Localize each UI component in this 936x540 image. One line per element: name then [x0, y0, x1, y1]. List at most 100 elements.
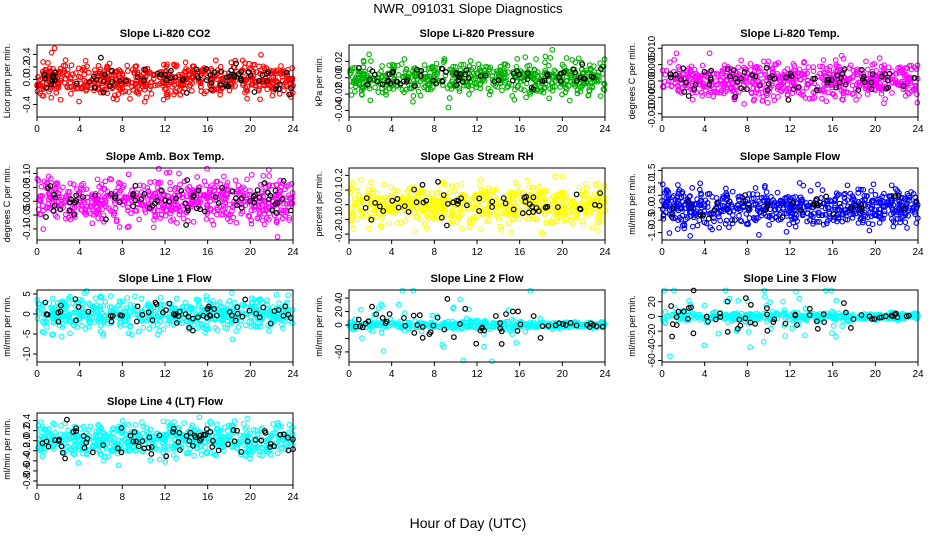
data-point — [124, 62, 131, 69]
data-point — [188, 74, 195, 81]
data-point — [562, 89, 569, 96]
data-point — [864, 66, 871, 73]
y-tick-label: 5 — [22, 291, 33, 297]
data-point — [244, 176, 250, 183]
data-point — [747, 60, 754, 67]
data-point — [586, 62, 593, 68]
data-point — [358, 87, 365, 94]
data-point — [131, 70, 138, 76]
data-point-highlight — [203, 66, 210, 72]
data-point — [111, 92, 118, 99]
data-point-highlight — [369, 68, 376, 75]
data-point — [446, 95, 453, 101]
data-point-highlight — [93, 76, 100, 83]
data-point — [214, 86, 220, 93]
data-point — [102, 178, 109, 185]
y-axis-label: Licor ppm per min. — [2, 44, 12, 119]
data-point — [687, 233, 694, 239]
data-point — [450, 81, 457, 88]
data-point — [673, 50, 680, 57]
y-tick-label: 0.2 — [334, 168, 345, 182]
data-point — [167, 179, 174, 186]
data-point — [180, 215, 187, 222]
data-point-highlight — [41, 71, 48, 78]
data-point-highlight — [509, 77, 516, 84]
data-point — [537, 88, 544, 95]
data-point-highlight — [195, 74, 202, 81]
data-point — [594, 78, 601, 85]
data-point-highlight — [579, 61, 586, 68]
data-point — [232, 83, 238, 89]
data-point — [89, 220, 96, 227]
data-point — [433, 60, 440, 67]
data-point — [506, 81, 512, 87]
data-point — [512, 86, 518, 93]
data-point — [576, 184, 583, 191]
data-point — [866, 227, 873, 234]
x-tick-label: 20 — [870, 124, 882, 135]
data-point — [243, 87, 250, 94]
data-point-highlight — [50, 74, 57, 81]
data-point-highlight — [524, 76, 531, 82]
data-point — [477, 82, 483, 88]
y-tick-label: 0.0 — [334, 197, 345, 211]
data-point — [359, 335, 365, 341]
data-point — [92, 295, 99, 301]
data-point — [666, 230, 673, 236]
data-point-highlight — [224, 74, 230, 81]
data-point — [456, 88, 463, 95]
data-point — [134, 84, 141, 90]
data-point — [350, 225, 357, 232]
data-point — [760, 58, 767, 65]
data-point — [72, 70, 79, 76]
data-point — [258, 51, 264, 58]
data-point — [546, 95, 553, 102]
data-point — [463, 82, 470, 89]
data-point — [902, 219, 909, 226]
data-point — [792, 223, 799, 230]
data-point-highlight — [705, 215, 712, 222]
data-point — [368, 58, 374, 64]
data-point — [57, 77, 64, 84]
data-point — [220, 173, 227, 180]
y-tick-label: 0.02 — [334, 51, 345, 71]
data-point — [449, 183, 455, 190]
x-tick-label: 4 — [389, 124, 395, 135]
data-point — [370, 77, 377, 84]
data-point — [177, 91, 184, 98]
panel-title: Slope Sample Flow — [740, 151, 841, 163]
x-tick-label: 12 — [159, 369, 171, 380]
data-point — [108, 76, 115, 83]
data-point — [120, 89, 126, 95]
data-point — [176, 170, 182, 177]
y-tick-label: 0 — [22, 311, 33, 317]
data-point — [127, 95, 133, 102]
data-point — [249, 77, 256, 84]
y-axis-label: ml/min per min. — [314, 295, 324, 357]
data-point — [472, 75, 479, 82]
y-tick-label: 1.5 — [647, 163, 658, 177]
data-point — [160, 61, 167, 68]
data-point — [140, 324, 147, 331]
data-point — [116, 224, 123, 230]
data-point — [589, 83, 596, 90]
data-point — [414, 73, 420, 79]
x-tick-label: 20 — [245, 124, 257, 135]
data-point — [524, 177, 531, 184]
data-point-highlight — [238, 75, 244, 82]
data-point — [104, 63, 111, 70]
x-tick-label: 12 — [159, 247, 171, 258]
panel-title: Slope Li-820 Pressure — [420, 28, 535, 40]
data-point — [868, 187, 875, 194]
data-point — [563, 55, 570, 61]
x-tick-label: 16 — [827, 124, 839, 135]
data-point-highlight — [356, 64, 362, 71]
data-point — [819, 95, 825, 102]
data-point — [406, 85, 413, 92]
data-point — [489, 77, 496, 83]
data-point — [459, 225, 465, 232]
data-point-highlight — [193, 66, 200, 73]
data-point-highlight — [172, 74, 179, 81]
